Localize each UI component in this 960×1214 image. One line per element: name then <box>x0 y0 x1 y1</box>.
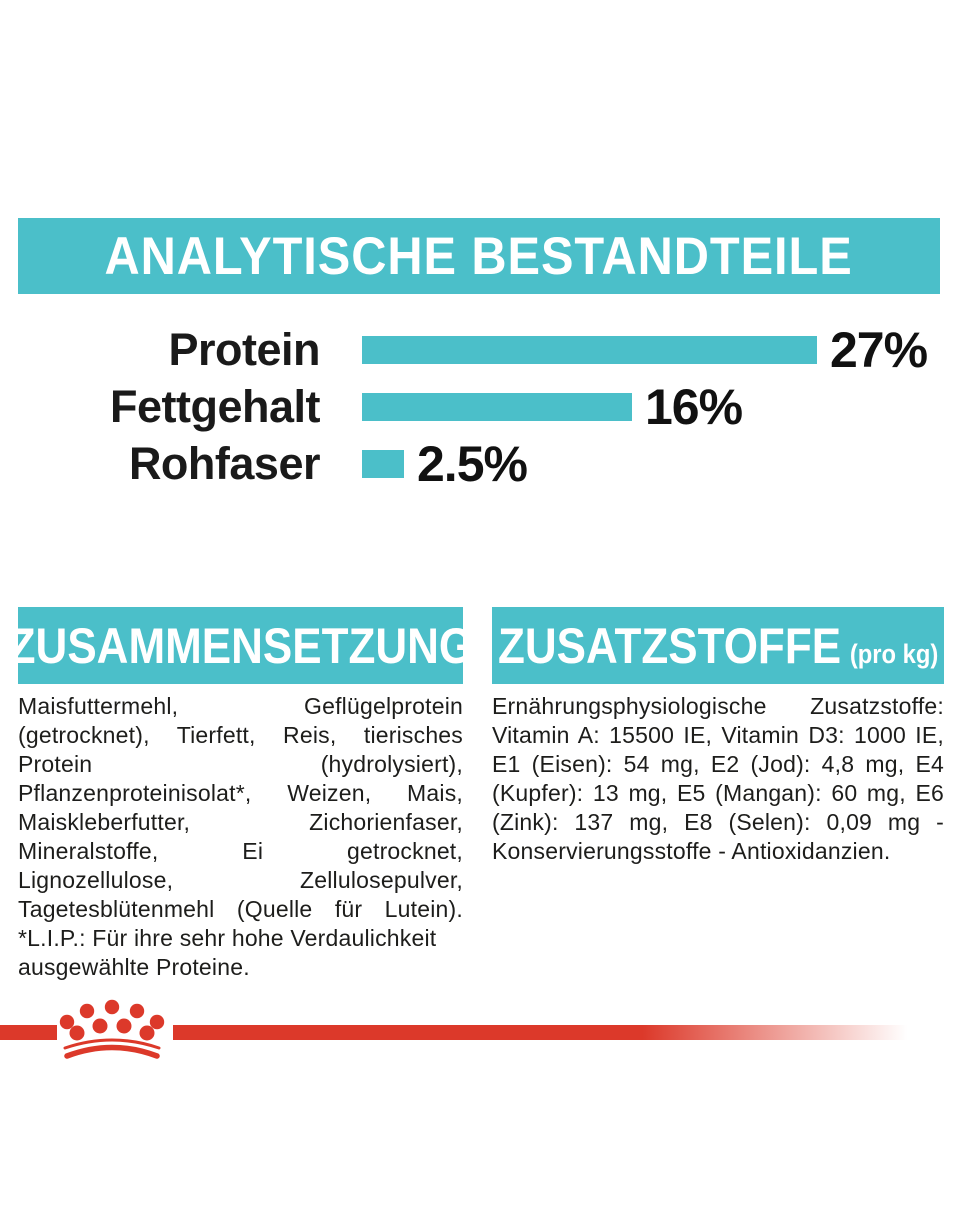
chart-value-label: 27% <box>830 321 928 378</box>
additives-text: Ernährungsphysiologische Zusatzstoffe: V… <box>492 693 944 864</box>
additives-header: ZUSATZSTOFFE (pro kg) <box>492 607 944 684</box>
composition-text: Maisfuttermehl, Geflügelprotein (getrock… <box>18 693 463 922</box>
chart-row-fettgehalt: Fettgehalt 16% <box>0 378 960 435</box>
composition-header: ZUSAMMENSETZUNG <box>8 607 473 684</box>
analytics-chart: Protein 27% Fettgehalt 16% Rohfaser 2.5% <box>0 321 960 492</box>
chart-value-label: 2.5% <box>417 435 528 492</box>
chart-bar <box>362 392 632 421</box>
analytics-banner-title: ANALYTISCHE BESTANDTEILE <box>104 226 854 286</box>
chart-row-rohfaser: Rohfaser 2.5% <box>0 435 960 492</box>
additives-title-suffix: (pro kg) <box>849 638 939 669</box>
chart-value-label: 16% <box>645 378 743 435</box>
additives-title-main: ZUSATZSTOFFE <box>497 617 841 674</box>
chart-category-label: Rohfaser <box>128 437 321 489</box>
chart-category-label: Fettgehalt <box>109 380 321 432</box>
chart-bar <box>362 449 404 478</box>
chart-row-protein: Protein 27% <box>0 321 960 378</box>
composition-title: ZUSAMMENSETZUNG <box>8 617 473 674</box>
composition-footnote: *L.I.P.: Für ihre sehr hohe Verdaulichke… <box>18 925 437 980</box>
additives-title: ZUSATZSTOFFE (pro kg) <box>498 617 938 675</box>
chart-bar <box>362 335 817 364</box>
royal-canin-crown-logo <box>59 999 165 1059</box>
brand-divider-line-right <box>173 1025 930 1040</box>
analytics-banner: ANALYTISCHE BESTANDTEILE <box>18 218 940 294</box>
chart-category-label: Protein <box>168 323 320 375</box>
brand-divider-line-left <box>0 1025 57 1040</box>
composition-body: Maisfuttermehl, Geflügelprotein (getrock… <box>18 692 463 982</box>
additives-body: Ernährungsphysiologische Zusatzstoffe: V… <box>492 692 944 866</box>
